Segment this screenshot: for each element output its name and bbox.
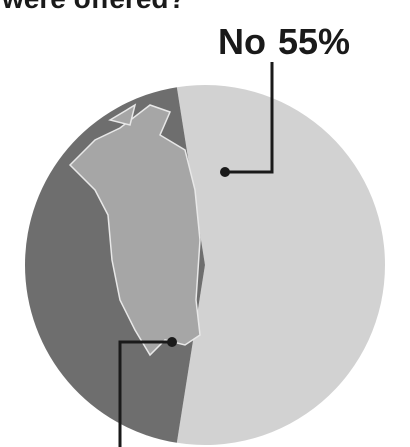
- pie: [24, 85, 385, 445]
- leader-line: [225, 62, 274, 174]
- continent-map: [68, 104, 201, 357]
- pie-slice: [176, 85, 385, 445]
- island-map: [108, 103, 137, 126]
- leader-dot: [220, 167, 230, 177]
- chart-title: were offered?: [1, 0, 186, 14]
- leader-line: [118, 340, 172, 447]
- slice-value-label: 55%: [278, 21, 350, 62]
- slice-category: No: [218, 21, 266, 62]
- leader-dot: [167, 337, 177, 347]
- labels: No 55%: [118, 21, 350, 447]
